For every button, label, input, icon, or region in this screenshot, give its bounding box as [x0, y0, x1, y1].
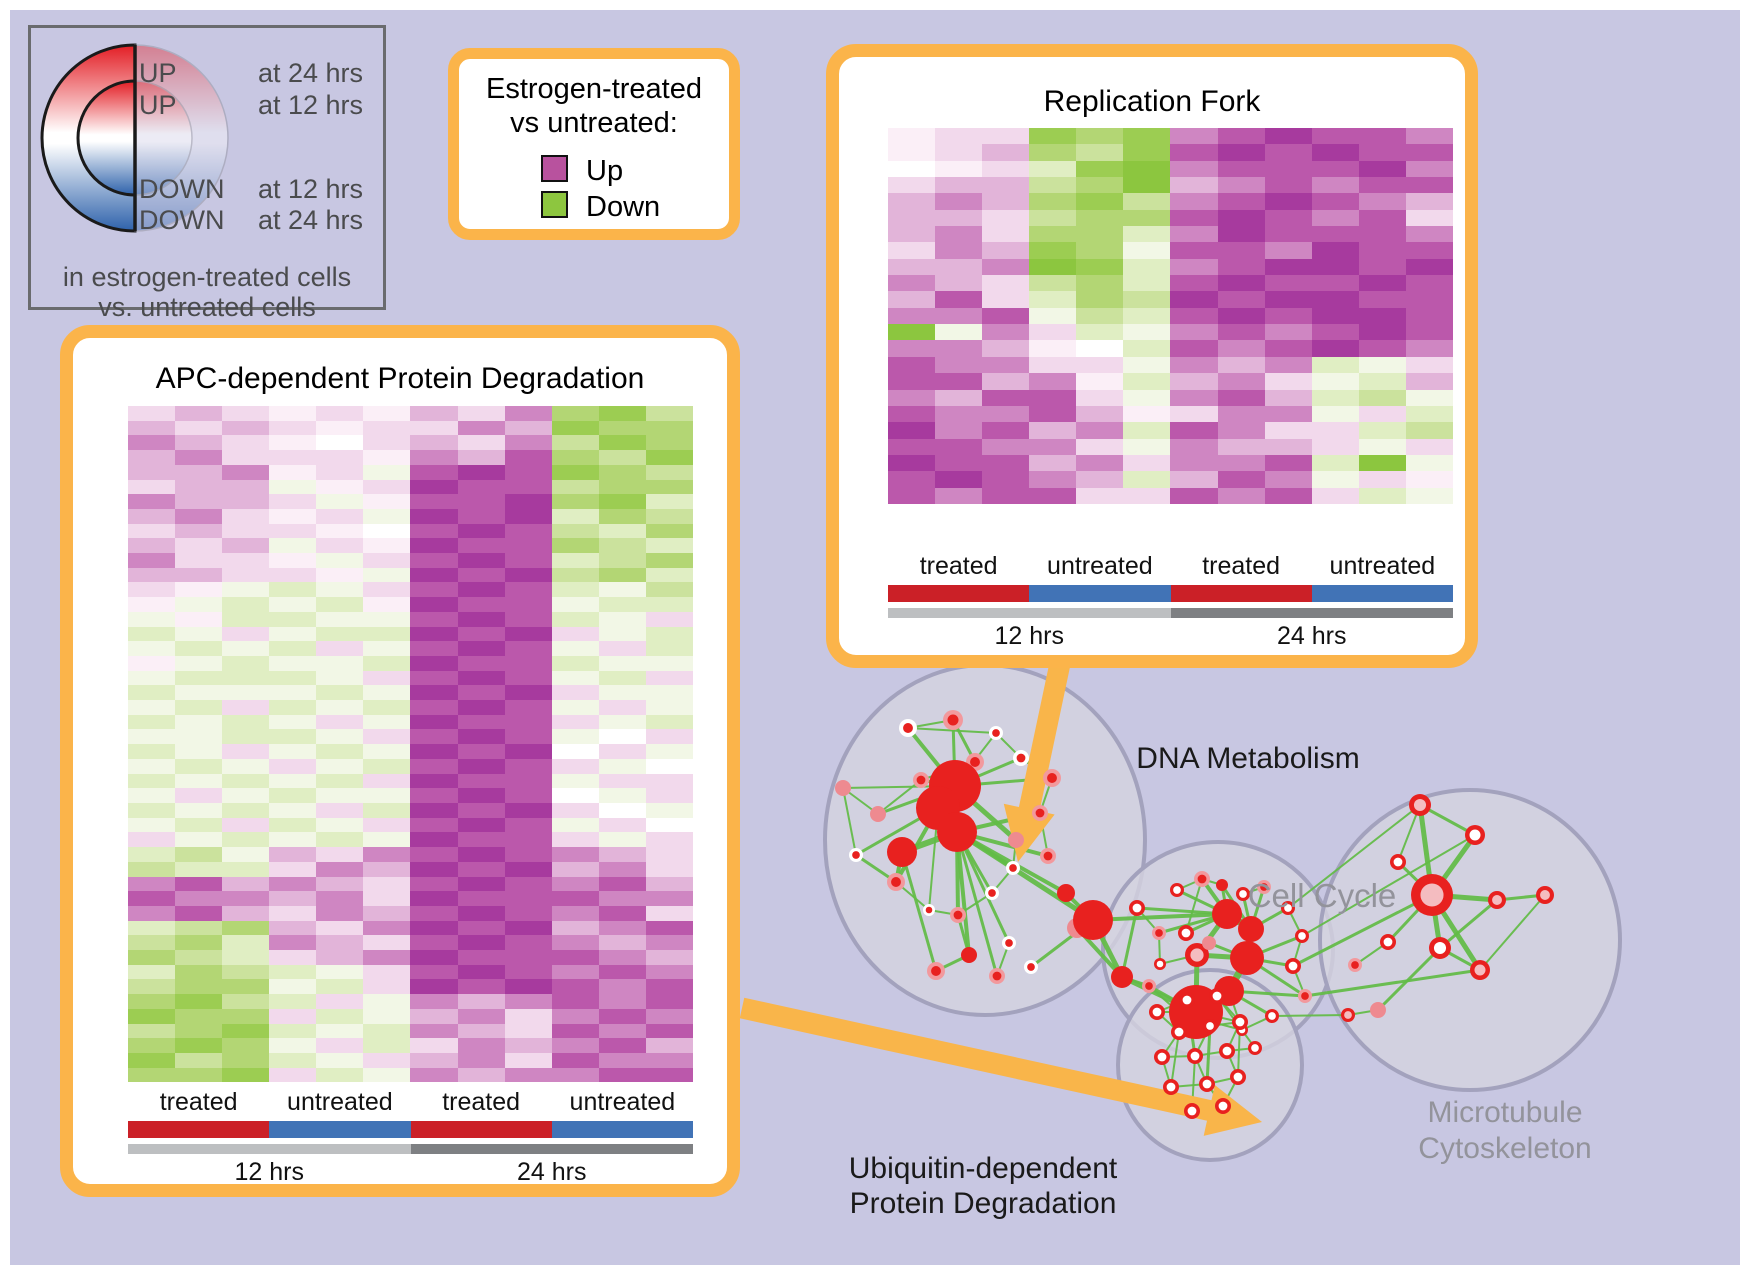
treatment-group-labels: treated untreated treated untreated	[888, 552, 1453, 581]
ubiquitin-label-line1: Ubiquitin-dependent	[848, 1152, 1118, 1185]
group-label: untreated	[287, 1088, 393, 1116]
legend-item-up: Up	[541, 155, 623, 188]
legend-footer-line2: vs. untreated cells	[98, 292, 316, 322]
untreated-bar	[269, 1121, 411, 1138]
legend-title-line1: Estrogen-treated	[485, 73, 702, 105]
treatment-color-bar	[128, 1121, 693, 1138]
treatment-group-labels: treated untreated treated untreated	[128, 1088, 693, 1117]
treated-bar	[888, 585, 1030, 602]
untreated-bar	[551, 1121, 693, 1138]
up-label: Up	[586, 155, 624, 187]
microtubule-label-line2: Cytoskeleton	[1418, 1132, 1592, 1165]
legend-time: at 12 hrs	[257, 90, 363, 120]
24hr-bar	[1170, 608, 1453, 618]
time-labels: 12 hrs 24 hrs	[128, 1158, 693, 1187]
time-color-bar	[888, 608, 1453, 618]
24hr-bar	[410, 1144, 693, 1154]
time-label-24: 24 hrs	[517, 1158, 587, 1186]
untreated-bar	[1029, 585, 1171, 602]
group-label: untreated	[1047, 552, 1153, 580]
down-label: Down	[586, 191, 661, 223]
time-label-12: 12 hrs	[994, 622, 1064, 650]
circle-scale-legend: UP at 24 hrs UP at 12 hrs DOWN at 12 hrs…	[28, 25, 386, 322]
group-label: treated	[442, 1088, 521, 1116]
apc-heatmap	[128, 406, 693, 1083]
time-label-12: 12 hrs	[234, 1158, 304, 1186]
treated-bar	[1170, 585, 1312, 602]
microtubule-label-line1: Microtubule	[1427, 1096, 1583, 1129]
apc-degradation-panel: APC-dependent Protein Degradation treate…	[60, 325, 740, 1197]
legend-footer-line1: in estrogen-treated cells	[62, 262, 352, 292]
panel-title: Replication Fork	[1043, 85, 1261, 118]
group-label: untreated	[1329, 552, 1436, 580]
group-label: treated	[159, 1088, 238, 1116]
estrogen-updown-legend: Estrogen-treated vs untreated: Up Down	[448, 48, 740, 240]
group-label: treated	[1202, 552, 1281, 580]
untreated-bar	[1311, 585, 1453, 602]
12hr-bar	[128, 1144, 411, 1154]
time-labels: 12 hrs 24 hrs	[888, 622, 1453, 651]
group-label: untreated	[569, 1088, 676, 1116]
legend-time: at 24 hrs	[257, 58, 363, 88]
legend-direction: DOWN	[139, 174, 225, 204]
cell-cycle-label: Cell Cycle	[1247, 877, 1397, 914]
ubiquitin-label-line2: Protein Degradation	[849, 1187, 1117, 1220]
treatment-color-bar	[888, 585, 1453, 602]
12hr-bar	[888, 608, 1171, 618]
group-label: treated	[919, 552, 998, 580]
legend-time: at 24 hrs	[257, 205, 363, 235]
dna-metabolism-label: DNA Metabolism	[1136, 742, 1360, 775]
legend-direction: UP	[139, 58, 177, 88]
updown-gradient-circles-icon	[40, 43, 229, 233]
legend-direction: UP	[139, 90, 177, 120]
replication-fork-panel: Replication Fork treated untreated treat…	[826, 44, 1478, 668]
up-color-swatch	[541, 155, 568, 182]
legend-item-down: Down	[541, 191, 660, 224]
legend-direction: DOWN	[139, 205, 225, 235]
panel-title: APC-dependent Protein Degradation	[155, 362, 645, 395]
treated-bar	[128, 1121, 270, 1138]
legend-title-line2: vs untreated:	[510, 107, 678, 139]
time-label-24: 24 hrs	[1277, 622, 1347, 650]
down-color-swatch	[541, 191, 568, 218]
replication-fork-heatmap	[888, 128, 1453, 504]
treated-bar	[410, 1121, 552, 1138]
time-color-bar	[128, 1144, 693, 1154]
legend-time: at 12 hrs	[257, 174, 363, 204]
